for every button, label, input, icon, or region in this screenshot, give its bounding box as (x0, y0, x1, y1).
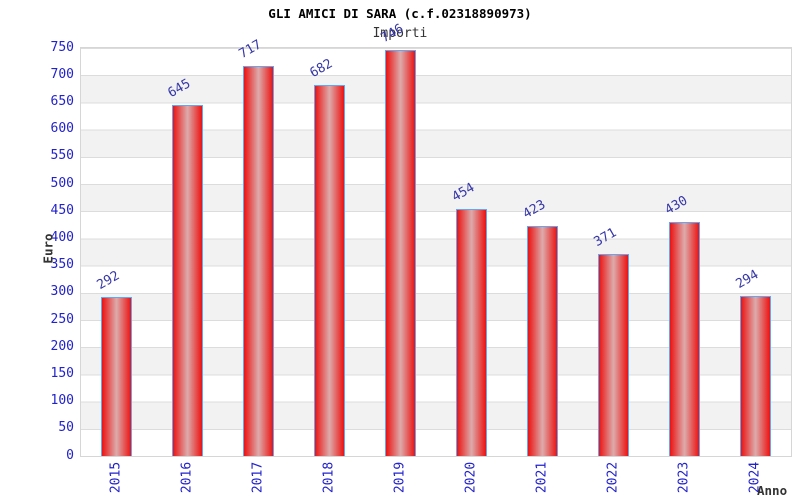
y-tick-label: 650 (50, 93, 74, 109)
y-tick-label: 50 (58, 420, 74, 436)
y-tick-label: 0 (66, 447, 74, 463)
y-tick-label: 700 (50, 66, 74, 82)
bar-2024 (740, 296, 771, 456)
x-axis-title: Anno (757, 483, 788, 498)
y-tick-label: 500 (50, 175, 74, 191)
bar-2020 (456, 209, 487, 456)
bar-2016 (172, 105, 203, 456)
y-tick-label: 450 (50, 202, 74, 218)
x-tick-label-2017: 2017 (250, 461, 265, 494)
y-tick-label: 250 (50, 311, 74, 327)
chart-title: GLI AMICI DI SARA (c.f.02318890973) (268, 6, 532, 21)
bar-value-label: 682 (307, 56, 335, 81)
chart-subtitle: Importi (372, 26, 428, 41)
x-tick-label-2019: 2019 (392, 461, 407, 494)
x-tick-label-2016: 2016 (179, 461, 194, 494)
y-tick-label: 550 (50, 148, 74, 164)
y-tick-label: 750 (50, 39, 74, 55)
bar-2018 (314, 85, 345, 456)
y-tick-label: 400 (50, 229, 74, 245)
y-tick-label: 100 (50, 393, 74, 409)
bar-value-label: 371 (591, 225, 619, 251)
y-tick-label: 150 (50, 365, 74, 381)
y-tick-label: 350 (50, 257, 74, 273)
bar-2017 (243, 65, 274, 456)
x-tick-label-2018: 2018 (321, 461, 336, 494)
y-tick-label: 200 (50, 338, 74, 354)
bar-value-label: 645 (165, 76, 193, 102)
bar-2015 (101, 297, 132, 456)
bar-2019 (385, 50, 416, 456)
bar-2023 (669, 222, 700, 456)
bar-value-label: 430 (662, 193, 690, 219)
x-tick-label-2020: 2020 (463, 461, 478, 494)
bar-value-label: 292 (94, 268, 122, 294)
y-tick-label: 300 (50, 284, 74, 300)
plot-area: 292 645 717 682 746 454 423 371 430 294 (80, 21, 792, 457)
bar-value-label: 454 (449, 180, 477, 206)
x-tick-label-2015: 2015 (108, 461, 123, 494)
x-tick-label-2021: 2021 (534, 461, 549, 494)
bar-2021 (527, 225, 558, 456)
x-tick-label-2022: 2022 (605, 461, 620, 494)
x-tick-label-2023: 2023 (676, 461, 691, 494)
y-tick-label: 600 (50, 121, 74, 137)
bar-value-label: 294 (733, 267, 761, 293)
y-axis-title: Euro (40, 233, 56, 264)
bar-2022 (598, 254, 629, 456)
bar-value-label: 423 (520, 197, 548, 222)
